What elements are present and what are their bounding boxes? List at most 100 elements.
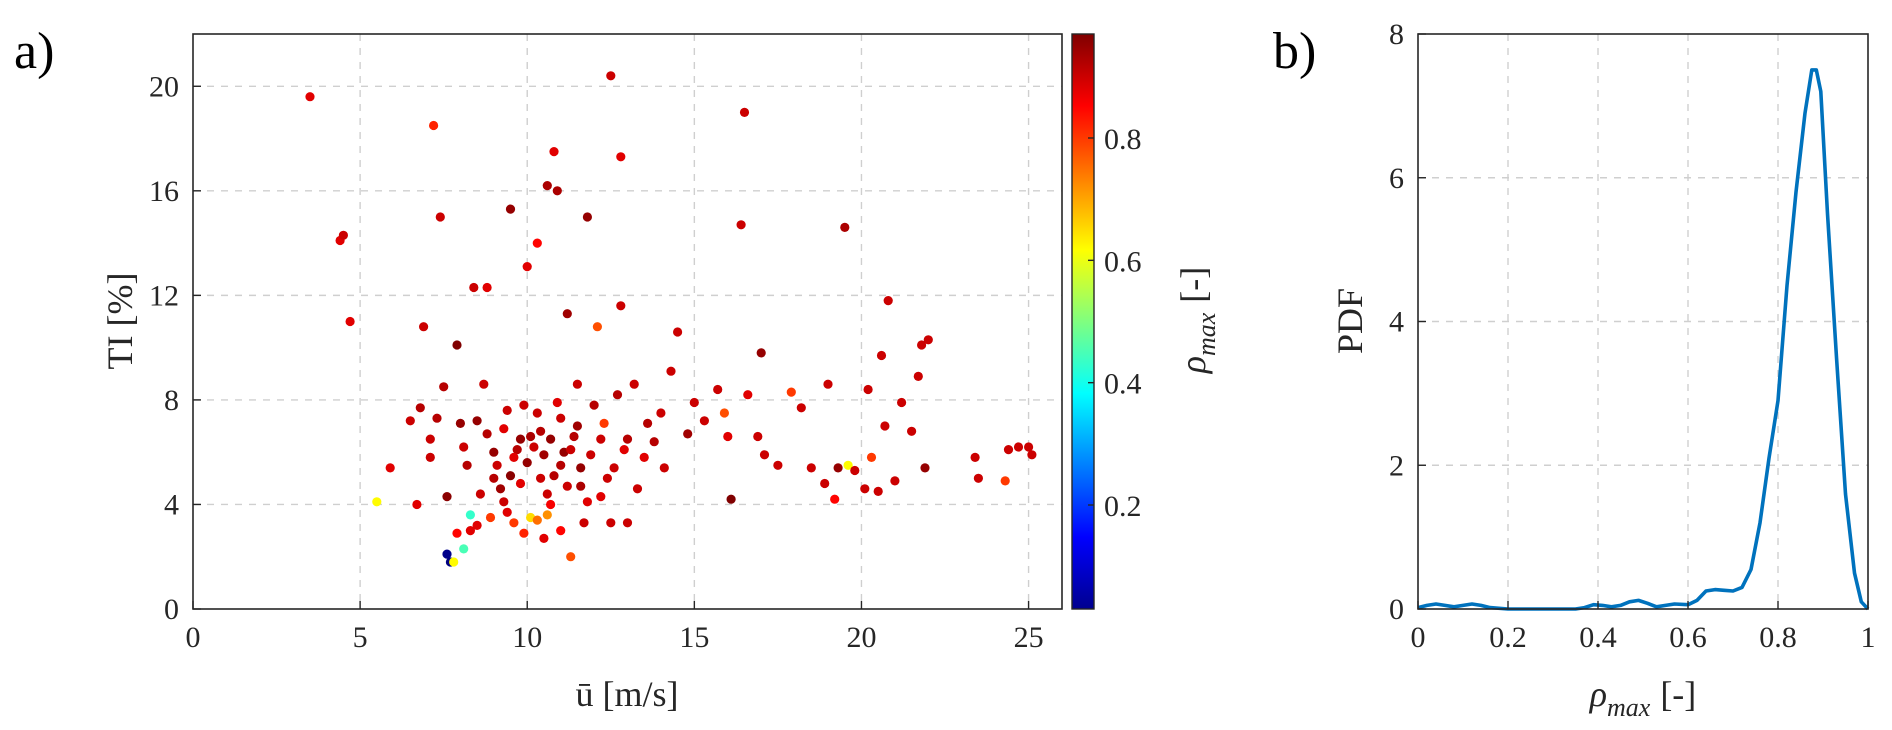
pdf-y-tick-label: 0: [1389, 593, 1404, 626]
scatter-point: [489, 447, 499, 457]
scatter-point: [719, 408, 730, 418]
scatter-point: [586, 450, 596, 460]
panel-b-label: b): [1273, 23, 1316, 80]
scatter-x-tick-label: 15: [679, 621, 709, 654]
scatter-point: [880, 421, 890, 431]
scatter-y-tick-label: 0: [164, 593, 179, 626]
scatter-x-tick-label: 5: [353, 621, 368, 654]
scatter-point: [596, 492, 606, 502]
scatter-x-tick-label: 10: [512, 621, 542, 654]
scatter-point: [649, 437, 659, 447]
scatter-point: [556, 526, 566, 536]
scatter-point: [629, 379, 639, 389]
scatter-point: [495, 484, 506, 494]
scatter-x-tick-label: 0: [186, 621, 201, 654]
pdf-grid: [1418, 34, 1868, 609]
pdf-x-label-unit: [-]: [1660, 674, 1696, 714]
scatter-point: [723, 431, 733, 442]
colorbar-tick-label: 0.2: [1104, 490, 1142, 523]
scatter-point: [582, 212, 593, 222]
scatter-point: [435, 212, 445, 222]
svg-text:ρmax[-]: ρmax [-]: [1173, 267, 1221, 375]
scatter-point: [425, 452, 435, 462]
scatter-point: [622, 518, 633, 528]
pdf-x-axis-label: ρmax [-]: [1589, 674, 1697, 722]
pdf-y-tick-label: 8: [1389, 18, 1404, 51]
scatter-point: [606, 518, 616, 528]
scatter-point: [462, 460, 472, 470]
scatter-point: [579, 518, 589, 528]
scatter-y-axis-label: TI [%]: [100, 273, 140, 370]
scatter-point: [519, 400, 529, 410]
scatter-point: [907, 426, 917, 436]
scatter-point: [449, 557, 459, 567]
scatter-point: [566, 552, 576, 562]
scatter-point: [1003, 445, 1014, 455]
scatter-point: [673, 327, 683, 337]
colorbar-label: ρmax [-]: [1173, 267, 1221, 375]
scatter-point: [739, 107, 750, 117]
scatter-point: [509, 518, 519, 528]
scatter-point: [736, 220, 746, 230]
scatter-point: [542, 181, 552, 191]
pdf-x-tick-label: 0.2: [1489, 621, 1527, 654]
scatter-point: [806, 463, 816, 473]
scatter-point: [549, 471, 559, 481]
scatter-point: [616, 301, 626, 311]
scatter-point: [512, 445, 522, 455]
scatter-point: [840, 222, 850, 232]
scatter-point: [522, 262, 532, 272]
scatter-x-tick-label: 20: [846, 621, 876, 654]
scatter-point: [509, 452, 519, 462]
colorbar-ticks: 0.2 0.4 0.6 0.8: [1088, 123, 1142, 523]
scatter-point: [452, 340, 462, 350]
scatter-point: [863, 384, 873, 395]
scatter-point: [338, 230, 348, 240]
scatter-point: [419, 322, 429, 332]
scatter-point: [566, 445, 576, 455]
pdf-curve: [1417, 68, 1870, 611]
scatter-y-tick-label: 12: [149, 279, 179, 312]
scatter-point: [542, 489, 552, 499]
pdf-x-tick-label: 1: [1861, 621, 1876, 654]
scatter-point: [743, 390, 753, 400]
scatter-point: [536, 426, 546, 436]
scatter-point: [482, 282, 492, 293]
scatter-point: [472, 416, 482, 426]
pdf-x-tick-label: 0: [1411, 621, 1426, 654]
scatter-point: [850, 465, 860, 476]
scatter-point: [522, 458, 532, 468]
scatter-point: [455, 418, 465, 428]
scatter-point: [622, 434, 633, 444]
pdf-x-label-sub: max: [1607, 693, 1651, 722]
scatter-y-tick-label: 16: [149, 175, 179, 208]
scatter-point: [713, 384, 723, 395]
colorbar-label-unit: [-]: [1173, 267, 1213, 303]
scatter-point: [576, 481, 586, 491]
scatter-point: [472, 520, 482, 531]
scatter-point: [452, 528, 462, 538]
scatter-point: [612, 390, 623, 400]
scatter-x-axis-label: ū [m/s]: [576, 674, 679, 714]
scatter-point: [833, 463, 843, 473]
scatter-point: [539, 450, 549, 460]
scatter-point: [475, 489, 485, 499]
scatter-point: [843, 460, 853, 470]
scatter-point: [532, 515, 542, 525]
scatter-point: [883, 296, 893, 306]
scatter-point: [596, 434, 606, 444]
scatter-point: [759, 450, 770, 460]
scatter-y-tick-label: 4: [164, 488, 179, 521]
scatter-point: [549, 147, 559, 157]
scatter-point: [552, 186, 562, 196]
scatter-point: [753, 431, 763, 442]
scatter-point: [405, 416, 415, 426]
scatter-panel: a) 0 5 10 15 20 25 0 4 8 12 16 20 ū [m/s] TI [%] 0…: [14, 23, 1221, 714]
scatter-grid: [193, 34, 1062, 609]
scatter-point: [796, 403, 806, 413]
scatter-point: [556, 413, 566, 423]
pdf-panel: b) 0 0.2 0.4 0.6 0.8 1 0 2 4 6 8 PDF ρmax [-]: [1273, 18, 1876, 722]
scatter-point: [485, 512, 496, 523]
scatter-point: [609, 463, 619, 473]
scatter-point: [873, 486, 883, 496]
